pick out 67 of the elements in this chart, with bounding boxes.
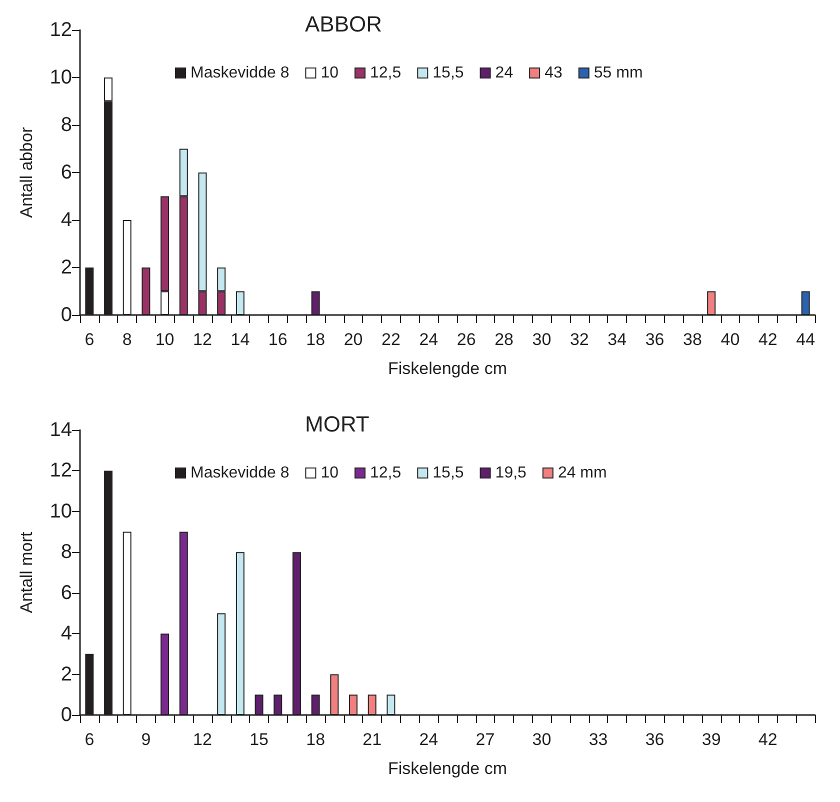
legend-label: 55 mm [594,64,643,82]
x-tick-label: 34 [608,330,627,349]
x-tick-label: 28 [494,330,514,349]
x-tick-label: 16 [268,330,288,349]
legend-label: 10 [320,64,339,82]
x-tick-label: 32 [570,330,589,349]
y-tick-label: 8 [60,541,72,564]
y-tick-label: 12 [50,19,72,41]
legend-label: 12,5 [370,64,402,82]
x-tick-label: 8 [122,330,132,349]
y-tick-label: 10 [50,66,72,88]
legend-label: Maskevidde 8 [190,64,290,82]
legend-label: 15,5 [432,464,464,482]
x-tick-label: 21 [362,730,382,749]
x-tick-label: 30 [532,330,552,349]
x-tick-label: 44 [796,330,816,349]
y-tick-label: 8 [60,114,72,136]
x-tick-label: 27 [476,730,495,749]
y-tick-label: 0 [60,304,72,326]
legend-label: 12,5 [370,464,402,482]
legend-label: 19,5 [495,464,527,482]
x-tick-label: 24 [419,330,438,349]
x-tick-label: 14 [230,330,250,349]
x-tick-label: 36 [645,730,664,749]
x-tick-label: 9 [141,730,151,749]
x-tick-label: 42 [758,330,778,349]
x-tick-label: 42 [758,730,778,749]
x-tick-label: 15 [250,730,268,749]
x-tick-label: 24 [419,730,438,749]
legend-label: 24 mm [558,464,607,482]
x-tick-label: 12 [193,330,212,349]
x-tick-label: 20 [344,330,363,349]
x-tick-label: 40 [720,330,740,349]
x-tick-label: 30 [532,730,552,749]
chart-title: ABBOR [305,12,382,36]
x-tick-label: 22 [382,330,400,349]
x-tick-label: 18 [306,330,326,349]
legend-label: 43 [544,64,562,82]
y-tick-label: 2 [60,256,72,278]
x-tick-label: 18 [306,730,326,749]
legend-label: 24 [495,64,514,82]
legend-label: 15,5 [432,64,464,82]
x-tick-label: 10 [155,330,174,349]
chart-title: MORT [305,412,370,436]
legend-label: Maskevidde 8 [190,464,290,482]
x-tick-label: 6 [84,330,94,349]
x-tick-label: 12 [193,730,212,749]
x-tick-label: 39 [702,730,721,749]
x-tick-label: 38 [683,330,702,349]
legend-label: 10 [320,464,339,482]
y-axis-title: Antall mort [17,532,36,614]
y-tick-label: 4 [60,209,72,231]
y-tick-label: 0 [60,704,72,726]
y-tick-label: 12 [50,460,72,482]
x-axis-title: Fiskelengde cm [388,359,508,378]
x-tick-label: 33 [588,730,608,749]
y-tick-label: 14 [50,419,72,441]
y-tick-label: 6 [60,582,72,604]
x-tick-label: 26 [456,330,476,349]
y-tick-label: 2 [60,663,72,686]
x-axis-title: Fiskelengde cm [388,759,508,778]
y-tick-label: 10 [50,500,72,522]
x-tick-label: 36 [645,330,664,349]
y-axis-title: Antall abbor [17,126,36,218]
y-tick-label: 6 [60,162,72,184]
x-tick-label: 6 [84,730,94,749]
y-tick-label: 4 [60,622,72,645]
